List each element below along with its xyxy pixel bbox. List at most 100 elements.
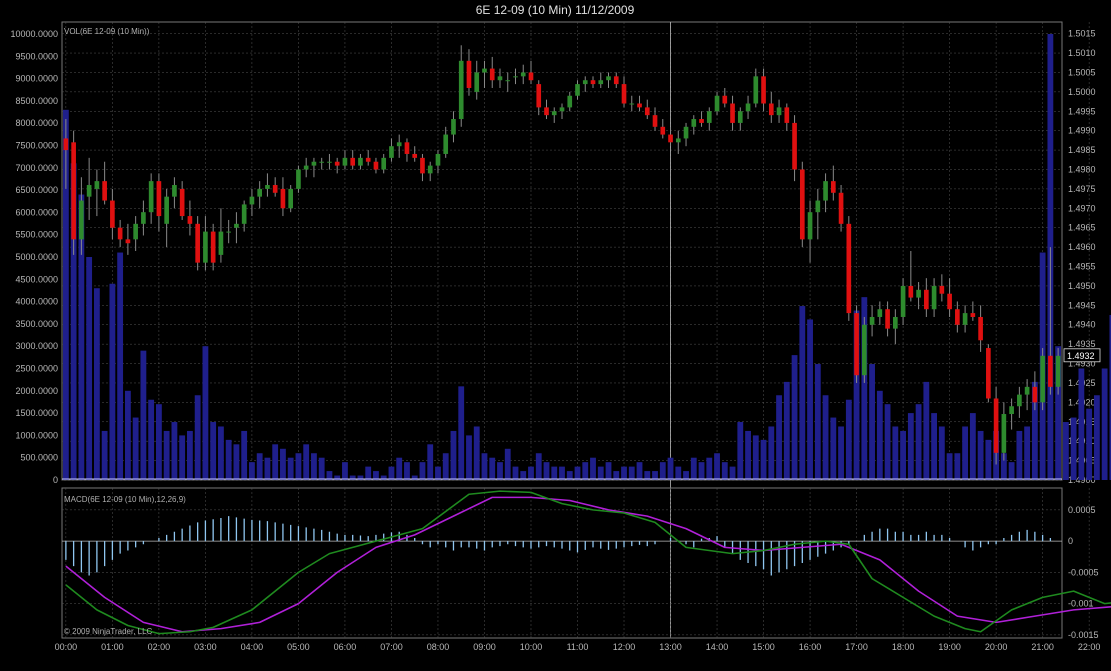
candle-body [1048,355,1053,387]
volume-bar [582,462,589,480]
volume-bar [481,453,488,480]
candle-body [257,188,262,197]
candle-body [947,293,952,310]
price-tick-label: 1.4935 [1068,339,1096,349]
price-tick-label: 1.4930 [1068,359,1096,369]
volume-bar [1086,408,1093,480]
copyright-text: © 2009 NinjaTrader, LLC [64,627,153,636]
candle-body [497,76,503,81]
macd-tick-label: 0 [1068,536,1073,546]
candle-body [823,181,828,201]
x-axis: 00:00 01:00 02:00 03:00 04:00 05:00 06:00 07:00… [55,642,1101,652]
time-tick-label: 06:00 [334,642,357,652]
volume-bar [1031,381,1038,480]
candle-body [629,103,635,105]
candle-body [327,161,332,163]
volume-bar [132,417,139,480]
candle-body [854,313,859,376]
last-price-label: 1.4932 [1067,351,1095,361]
candle-body [296,169,301,189]
candle-body [862,324,867,376]
time-tick-label: 13:00 [659,642,682,652]
candle-body [365,157,371,162]
volume-bar [1062,422,1069,480]
time-tick-label: 11:00 [567,642,589,652]
volume-bar [411,475,418,480]
macd-tick-label: -0.001 [1068,599,1094,609]
candle-body [94,181,100,189]
candle-body [559,107,565,112]
volume-tick-label: 0 [53,475,58,485]
candle-body [970,313,976,317]
volume-bar [1000,453,1007,480]
volume-tick-label: 3000.0000 [15,341,58,351]
candle-body [784,107,790,123]
candle-body [520,72,526,77]
volume-bar [597,466,604,480]
candle-body [722,95,728,104]
volume-bar [148,399,155,480]
price-tick-label: 1.4980 [1068,164,1096,174]
time-tick-label: 14:00 [706,642,729,652]
candle-body [210,231,216,263]
candle-body [1001,414,1007,453]
volume-bar [109,283,116,480]
volume-bar [768,426,775,480]
time-tick-label: 12:00 [613,642,636,652]
volume-bar [628,466,635,480]
volume-bar [380,475,387,480]
volume-bar [845,399,852,480]
candle-body [598,80,604,85]
candle-body [683,126,689,139]
volume-bar [473,426,480,480]
candle-body [993,398,999,453]
volume-bar [280,448,286,480]
time-tick-label: 17:00 [845,642,868,652]
volume-bar [202,346,209,480]
volume-bar [938,426,945,480]
candle-body [71,142,76,240]
candle-body [389,146,394,158]
volume-bar [985,439,992,480]
volume-bar [690,457,697,480]
volume-bar [714,453,720,480]
candle-body [505,80,511,82]
volume-bar [861,297,868,480]
price-tick-label: 1.4940 [1068,320,1096,330]
volume-bar [907,413,914,480]
volume-bar [776,395,782,480]
candle-body [606,76,611,81]
volume-bar [124,390,131,480]
candle-body [613,76,619,85]
candle-body [451,119,456,135]
volume-tick-label: 6500.0000 [15,185,58,195]
volume-bar [497,462,503,480]
volume-bar [450,430,457,480]
volume-bar [303,444,310,480]
volume-bar [652,471,658,480]
volume-bar [272,444,279,480]
candle-body [133,223,138,240]
candle-body [195,223,200,263]
volume-bar [404,462,410,480]
volume-bar [574,466,581,480]
volume-tick-label: 2500.0000 [15,364,58,374]
time-tick-label: 15:00 [752,642,775,652]
volume-bar [249,462,255,480]
candle-body [567,95,573,108]
volume-bar [830,417,837,480]
candle-body [164,196,169,224]
volume-bar [621,466,627,480]
volume-bar [427,444,434,480]
candle-body [203,231,208,263]
volume-bar [814,364,821,480]
candle-body [342,157,348,166]
candle-body [265,185,270,189]
time-tick-label: 21:00 [1031,642,1054,652]
volume-bar [977,430,984,480]
volume-bar [171,422,178,480]
candle-body [714,95,720,112]
volume-tick-label: 7500.0000 [15,141,58,151]
macd-tick-label: -0.0005 [1068,567,1099,577]
volume-bar [373,471,379,480]
